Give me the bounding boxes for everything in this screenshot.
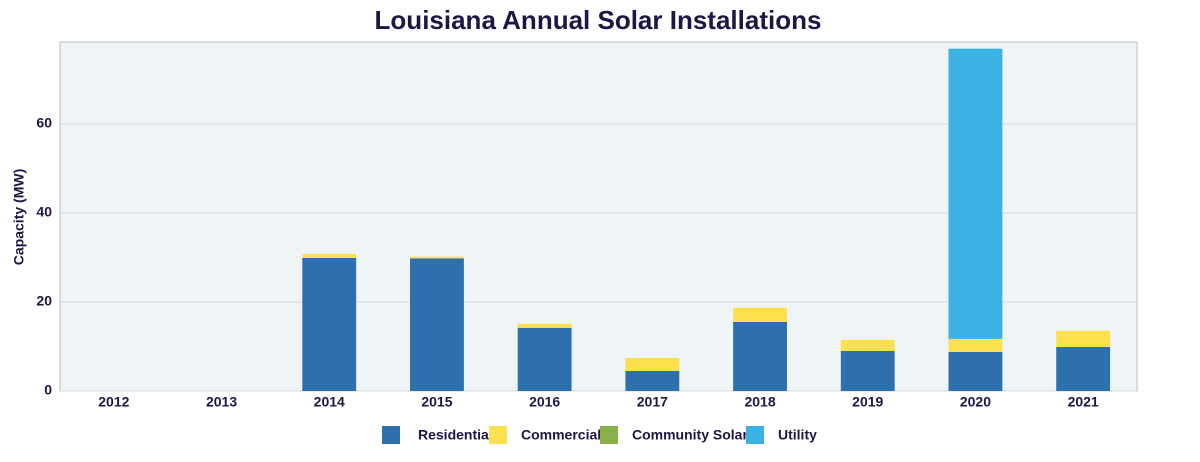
bar-segment (1056, 330, 1111, 347)
y-tick-label: 20 (36, 293, 52, 309)
x-tick-label: 2016 (529, 394, 560, 410)
y-tick-label: 0 (44, 382, 52, 398)
x-tick-label: 2012 (98, 394, 129, 410)
bar-segment (948, 338, 1003, 352)
legend-swatch (746, 426, 764, 444)
x-tick-label: 2021 (1068, 394, 1099, 410)
x-tick-label: 2017 (637, 394, 668, 410)
legend-label: Community Solar (632, 427, 748, 443)
bar-segment (948, 351, 1003, 391)
bar-segment (733, 307, 787, 323)
bar-segment (948, 48, 1003, 339)
bar-segment (625, 370, 680, 391)
x-tick-label: 2015 (421, 394, 452, 410)
y-axis-label: Capacity (MW) (11, 169, 27, 265)
y-tick-label: 60 (36, 115, 52, 131)
x-tick-label: 2013 (206, 394, 237, 410)
bar-segment (840, 350, 895, 391)
x-tick-label: 2018 (744, 394, 775, 410)
legend-label: Residential (418, 427, 493, 443)
bar-segment (517, 323, 572, 328)
x-tick-label: 2014 (314, 394, 345, 410)
bar-segment (1056, 346, 1111, 391)
bar-segment (410, 258, 464, 391)
legend-label: Utility (778, 427, 817, 443)
bar-segment (302, 253, 357, 258)
legend-label: Commercial (521, 427, 601, 443)
y-tick-label: 40 (36, 204, 52, 220)
bar-segment (625, 358, 680, 371)
legend-swatch (600, 426, 618, 444)
bar-segment (517, 327, 572, 391)
bar-segment (410, 256, 464, 259)
bar-segment (840, 339, 895, 351)
bar-segment (733, 322, 787, 391)
legend-swatch (382, 426, 400, 444)
x-tick-label: 2020 (960, 394, 991, 410)
chart-title: Louisiana Annual Solar Installations (375, 5, 822, 35)
x-tick-label: 2019 (852, 394, 883, 410)
legend-swatch (489, 426, 507, 444)
bar-segment (302, 257, 357, 391)
